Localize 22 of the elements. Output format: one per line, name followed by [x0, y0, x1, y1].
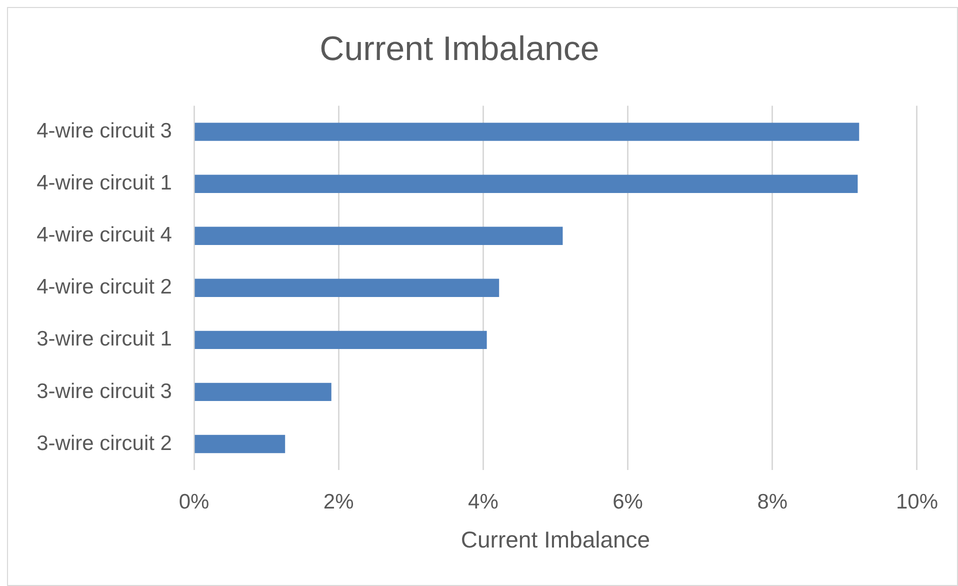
bar — [194, 122, 860, 141]
x-axis-title: Current Imbalance — [460, 526, 650, 553]
bar — [194, 382, 332, 402]
chart-title: Current Imbalance — [320, 30, 600, 68]
y-tick-label: 4-wire circuit 3 — [36, 120, 172, 143]
bar — [194, 174, 858, 193]
y-tick-label: 4-wire circuit 4 — [36, 224, 172, 247]
y-tick-label: 3-wire circuit 3 — [36, 380, 172, 403]
bar — [194, 226, 563, 245]
y-tick-label: 4-wire circuit 1 — [36, 172, 172, 195]
x-tick-label: 8% — [757, 490, 788, 514]
x-tick-label: 2% — [323, 490, 354, 514]
x-tick-label: 0% — [178, 490, 210, 514]
y-tick-label: 4-wire circuit 2 — [36, 276, 172, 299]
y-tick-label: 3-wire circuit 1 — [36, 328, 172, 351]
bar — [194, 434, 286, 454]
y-tick-label: 3-wire circuit 2 — [36, 432, 172, 455]
bar — [194, 330, 487, 350]
x-tick-label: 4% — [468, 490, 498, 514]
x-tick-label: 10% — [896, 490, 938, 514]
x-tick-label: 6% — [612, 490, 643, 514]
bar — [194, 278, 500, 298]
